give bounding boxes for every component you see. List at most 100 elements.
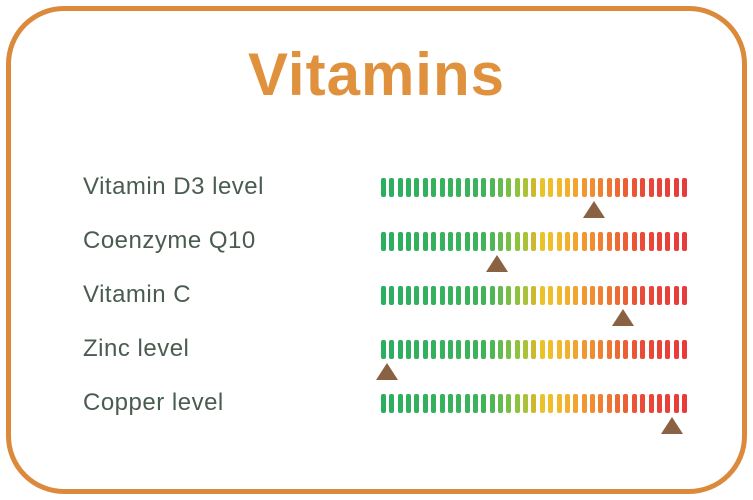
gauge-tick <box>673 231 679 251</box>
gauge-tick <box>615 177 621 197</box>
gauge-tick <box>556 339 562 359</box>
gauge-tick <box>523 339 529 359</box>
gauge-tick <box>656 231 662 251</box>
gauge-tick <box>489 231 495 251</box>
gauge-tick <box>623 339 629 359</box>
gauge-tick <box>648 285 654 305</box>
gauge-tick <box>472 177 478 197</box>
gauge-tick <box>631 177 637 197</box>
gauge-tick <box>640 339 646 359</box>
gauge-tick <box>397 393 403 413</box>
gauge-tick <box>640 231 646 251</box>
gauge-tick <box>422 339 428 359</box>
gauge-tick <box>531 285 537 305</box>
row-zinc: Zinc level <box>11 322 742 380</box>
gauge-tick <box>615 285 621 305</box>
gauge-tick <box>539 339 545 359</box>
gauge-tick <box>681 231 687 251</box>
gauge-tick <box>422 177 428 197</box>
gauge-tick <box>556 393 562 413</box>
gauge-rows: Vitamin D3 level Coenzyme Q10 Vitamin C … <box>11 160 742 434</box>
gauge-tick <box>531 231 537 251</box>
gauge-tick <box>447 285 453 305</box>
gauge-tick <box>615 231 621 251</box>
gauge-tick <box>581 231 587 251</box>
gauge-tick <box>498 393 504 413</box>
gauge-tick <box>422 285 428 305</box>
row-label: Coenzyme Q10 <box>83 227 256 254</box>
gauge-tick <box>414 285 420 305</box>
gauge-tick <box>589 177 595 197</box>
gauge-tick <box>397 177 403 197</box>
gauge-tick <box>422 393 428 413</box>
gauge-tick <box>539 285 545 305</box>
gauge-tick <box>681 339 687 359</box>
gauge-tick <box>606 285 612 305</box>
gauge-tick <box>456 393 462 413</box>
gauge-tick <box>406 177 412 197</box>
gauge-tick <box>564 177 570 197</box>
gauge-tick <box>406 285 412 305</box>
gauge-tick <box>498 339 504 359</box>
gauge-tick <box>431 285 437 305</box>
gauge-tick <box>489 393 495 413</box>
gauge-tick <box>564 339 570 359</box>
gauge-tick <box>648 339 654 359</box>
gauge-tick <box>598 285 604 305</box>
gauge-bar <box>381 285 687 326</box>
row-coenzyme-q10: Coenzyme Q10 <box>11 214 742 272</box>
gauge-tick <box>589 393 595 413</box>
gauge-tick <box>456 231 462 251</box>
gauge-tick <box>381 177 386 197</box>
gauge-tick <box>665 285 671 305</box>
gauge-ticks <box>381 339 687 359</box>
gauge-tick <box>439 177 445 197</box>
gauge-tick <box>573 177 579 197</box>
gauge-tick <box>439 285 445 305</box>
gauge-tick <box>556 285 562 305</box>
gauge-tick <box>397 285 403 305</box>
gauge-tick <box>414 231 420 251</box>
gauge-tick <box>589 285 595 305</box>
gauge-tick <box>447 177 453 197</box>
gauge-tick <box>447 339 453 359</box>
gauge-tick <box>665 393 671 413</box>
gauge-tick <box>539 231 545 251</box>
gauge-tick <box>573 285 579 305</box>
gauge-tick <box>489 339 495 359</box>
gauge-tick <box>431 339 437 359</box>
gauge-tick <box>623 285 629 305</box>
gauge-tick <box>573 231 579 251</box>
gauge-tick <box>631 231 637 251</box>
gauge-tick <box>631 285 637 305</box>
row-label: Vitamin C <box>83 281 192 308</box>
gauge-tick <box>481 393 487 413</box>
row-vitamin-d3: Vitamin D3 level <box>11 160 742 218</box>
gauge-tick <box>606 231 612 251</box>
gauge-tick <box>481 231 487 251</box>
gauge-tick <box>406 339 412 359</box>
gauge-tick <box>406 393 412 413</box>
gauge-ticks <box>381 231 687 251</box>
gauge-tick <box>665 339 671 359</box>
gauge-tick <box>472 393 478 413</box>
row-copper: Copper level <box>11 376 742 434</box>
row-vitamin-c: Vitamin C <box>11 268 742 326</box>
gauge-tick <box>381 231 386 251</box>
gauge-tick <box>523 285 529 305</box>
gauge-tick <box>539 177 545 197</box>
gauge-tick <box>648 393 654 413</box>
gauge-tick <box>623 177 629 197</box>
gauge-tick <box>472 339 478 359</box>
gauge-bar <box>381 393 687 434</box>
gauge-tick <box>564 231 570 251</box>
row-label: Zinc level <box>83 335 190 362</box>
gauge-tick <box>464 285 470 305</box>
gauge-tick <box>456 339 462 359</box>
gauge-tick <box>381 339 386 359</box>
gauge-tick <box>589 339 595 359</box>
gauge-tick <box>673 339 679 359</box>
gauge-tick <box>389 231 395 251</box>
gauge-tick <box>648 177 654 197</box>
gauge-tick <box>439 231 445 251</box>
